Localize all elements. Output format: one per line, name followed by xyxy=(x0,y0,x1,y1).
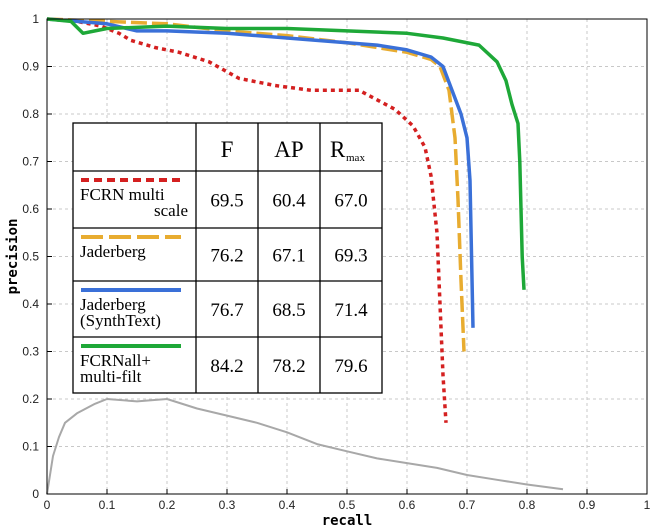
curve-jaderberg-synthtext xyxy=(46,17,475,328)
tick-label-x: 0.4 xyxy=(279,498,296,512)
x-axis-label: recall xyxy=(322,513,373,529)
tick-label-y: 0.9 xyxy=(22,60,39,74)
legend-metric-fcrn-multi-scale: 60.4 xyxy=(272,191,306,212)
legend-metric-jaderberg: 76.2 xyxy=(210,246,243,267)
tick-label-y: 1 xyxy=(32,12,39,26)
tick-label-y: 0.3 xyxy=(22,345,39,359)
legend-name-jaderberg-synthtext: (SynthText) xyxy=(80,311,161,330)
tick-label-x: 0.1 xyxy=(99,498,116,512)
legend-metric-jaderberg: 67.1 xyxy=(272,246,305,267)
tick-label-y: 0.4 xyxy=(22,297,39,311)
tick-label-x: 0.9 xyxy=(579,498,596,512)
legend-metric-fcrnall-multi-filt: 84.2 xyxy=(210,356,243,377)
tick-label-x: 0.2 xyxy=(159,498,176,512)
tick-label-x: 0.8 xyxy=(519,498,536,512)
tick-label-x: 0 xyxy=(44,498,51,512)
curve-fcrnall-multi-filt xyxy=(46,17,526,290)
legend-name-fcrnall-multi-filt: multi-filt xyxy=(80,367,142,386)
legend-metric-fcrnall-multi-filt: 79.6 xyxy=(334,356,367,377)
legend-metric-jaderberg-synthtext: 76.7 xyxy=(210,300,243,321)
legend-header-max-subscript: max xyxy=(346,152,365,164)
tick-label-y: 0.2 xyxy=(22,392,39,406)
tick-label-x: 1 xyxy=(644,498,651,512)
legend-header-f: F xyxy=(221,137,234,162)
legend-metric-jaderberg: 69.3 xyxy=(334,246,367,267)
tick-label-y: 0 xyxy=(32,487,39,501)
legend-name-jaderberg-synthtext: Jaderberg xyxy=(80,295,146,314)
legend-metric-fcrn-multi-scale: 69.5 xyxy=(210,191,243,212)
curve-baseline xyxy=(46,398,564,495)
legend-metric-jaderberg-synthtext: 68.5 xyxy=(272,300,305,321)
tick-label-x: 0.7 xyxy=(459,498,476,512)
legend-name-fcrn-multi-scale: FCRN multi xyxy=(80,185,165,204)
tick-label-y: 0.5 xyxy=(22,250,39,264)
legend-metric-fcrn-multi-scale: 67.0 xyxy=(334,191,367,212)
tick-label-x: 0.5 xyxy=(339,498,356,512)
legend-name-jaderberg: Jaderberg xyxy=(80,242,146,261)
legend-header-r: R xyxy=(330,137,346,162)
tick-label-y: 0.6 xyxy=(22,202,39,216)
tick-label-y: 0.1 xyxy=(22,440,39,454)
legend-header-ap: AP xyxy=(274,137,303,162)
legend-name-fcrn-multi-scale: scale xyxy=(154,201,188,220)
legend-metric-jaderberg-synthtext: 71.4 xyxy=(334,300,368,321)
legend-name-fcrnall-multi-filt: FCRNall+ xyxy=(80,351,151,370)
legend-metric-fcrnall-multi-filt: 78.2 xyxy=(272,356,305,377)
tick-label-x: 0.6 xyxy=(399,498,416,512)
tick-labels: 0 0.1 0.2 0.3 0.4 0.5 0.6 0.7 0.8 0.9 1 0 0.1 0.2 0.3 0… xyxy=(22,12,650,512)
curve-fcrn-multi-scale xyxy=(46,17,448,423)
tick-label-y: 0.7 xyxy=(22,155,39,169)
curves xyxy=(46,17,564,495)
tick-label-y: 0.8 xyxy=(22,107,39,121)
tick-label-x: 0.3 xyxy=(219,498,236,512)
y-axis-label: precision xyxy=(5,219,21,295)
